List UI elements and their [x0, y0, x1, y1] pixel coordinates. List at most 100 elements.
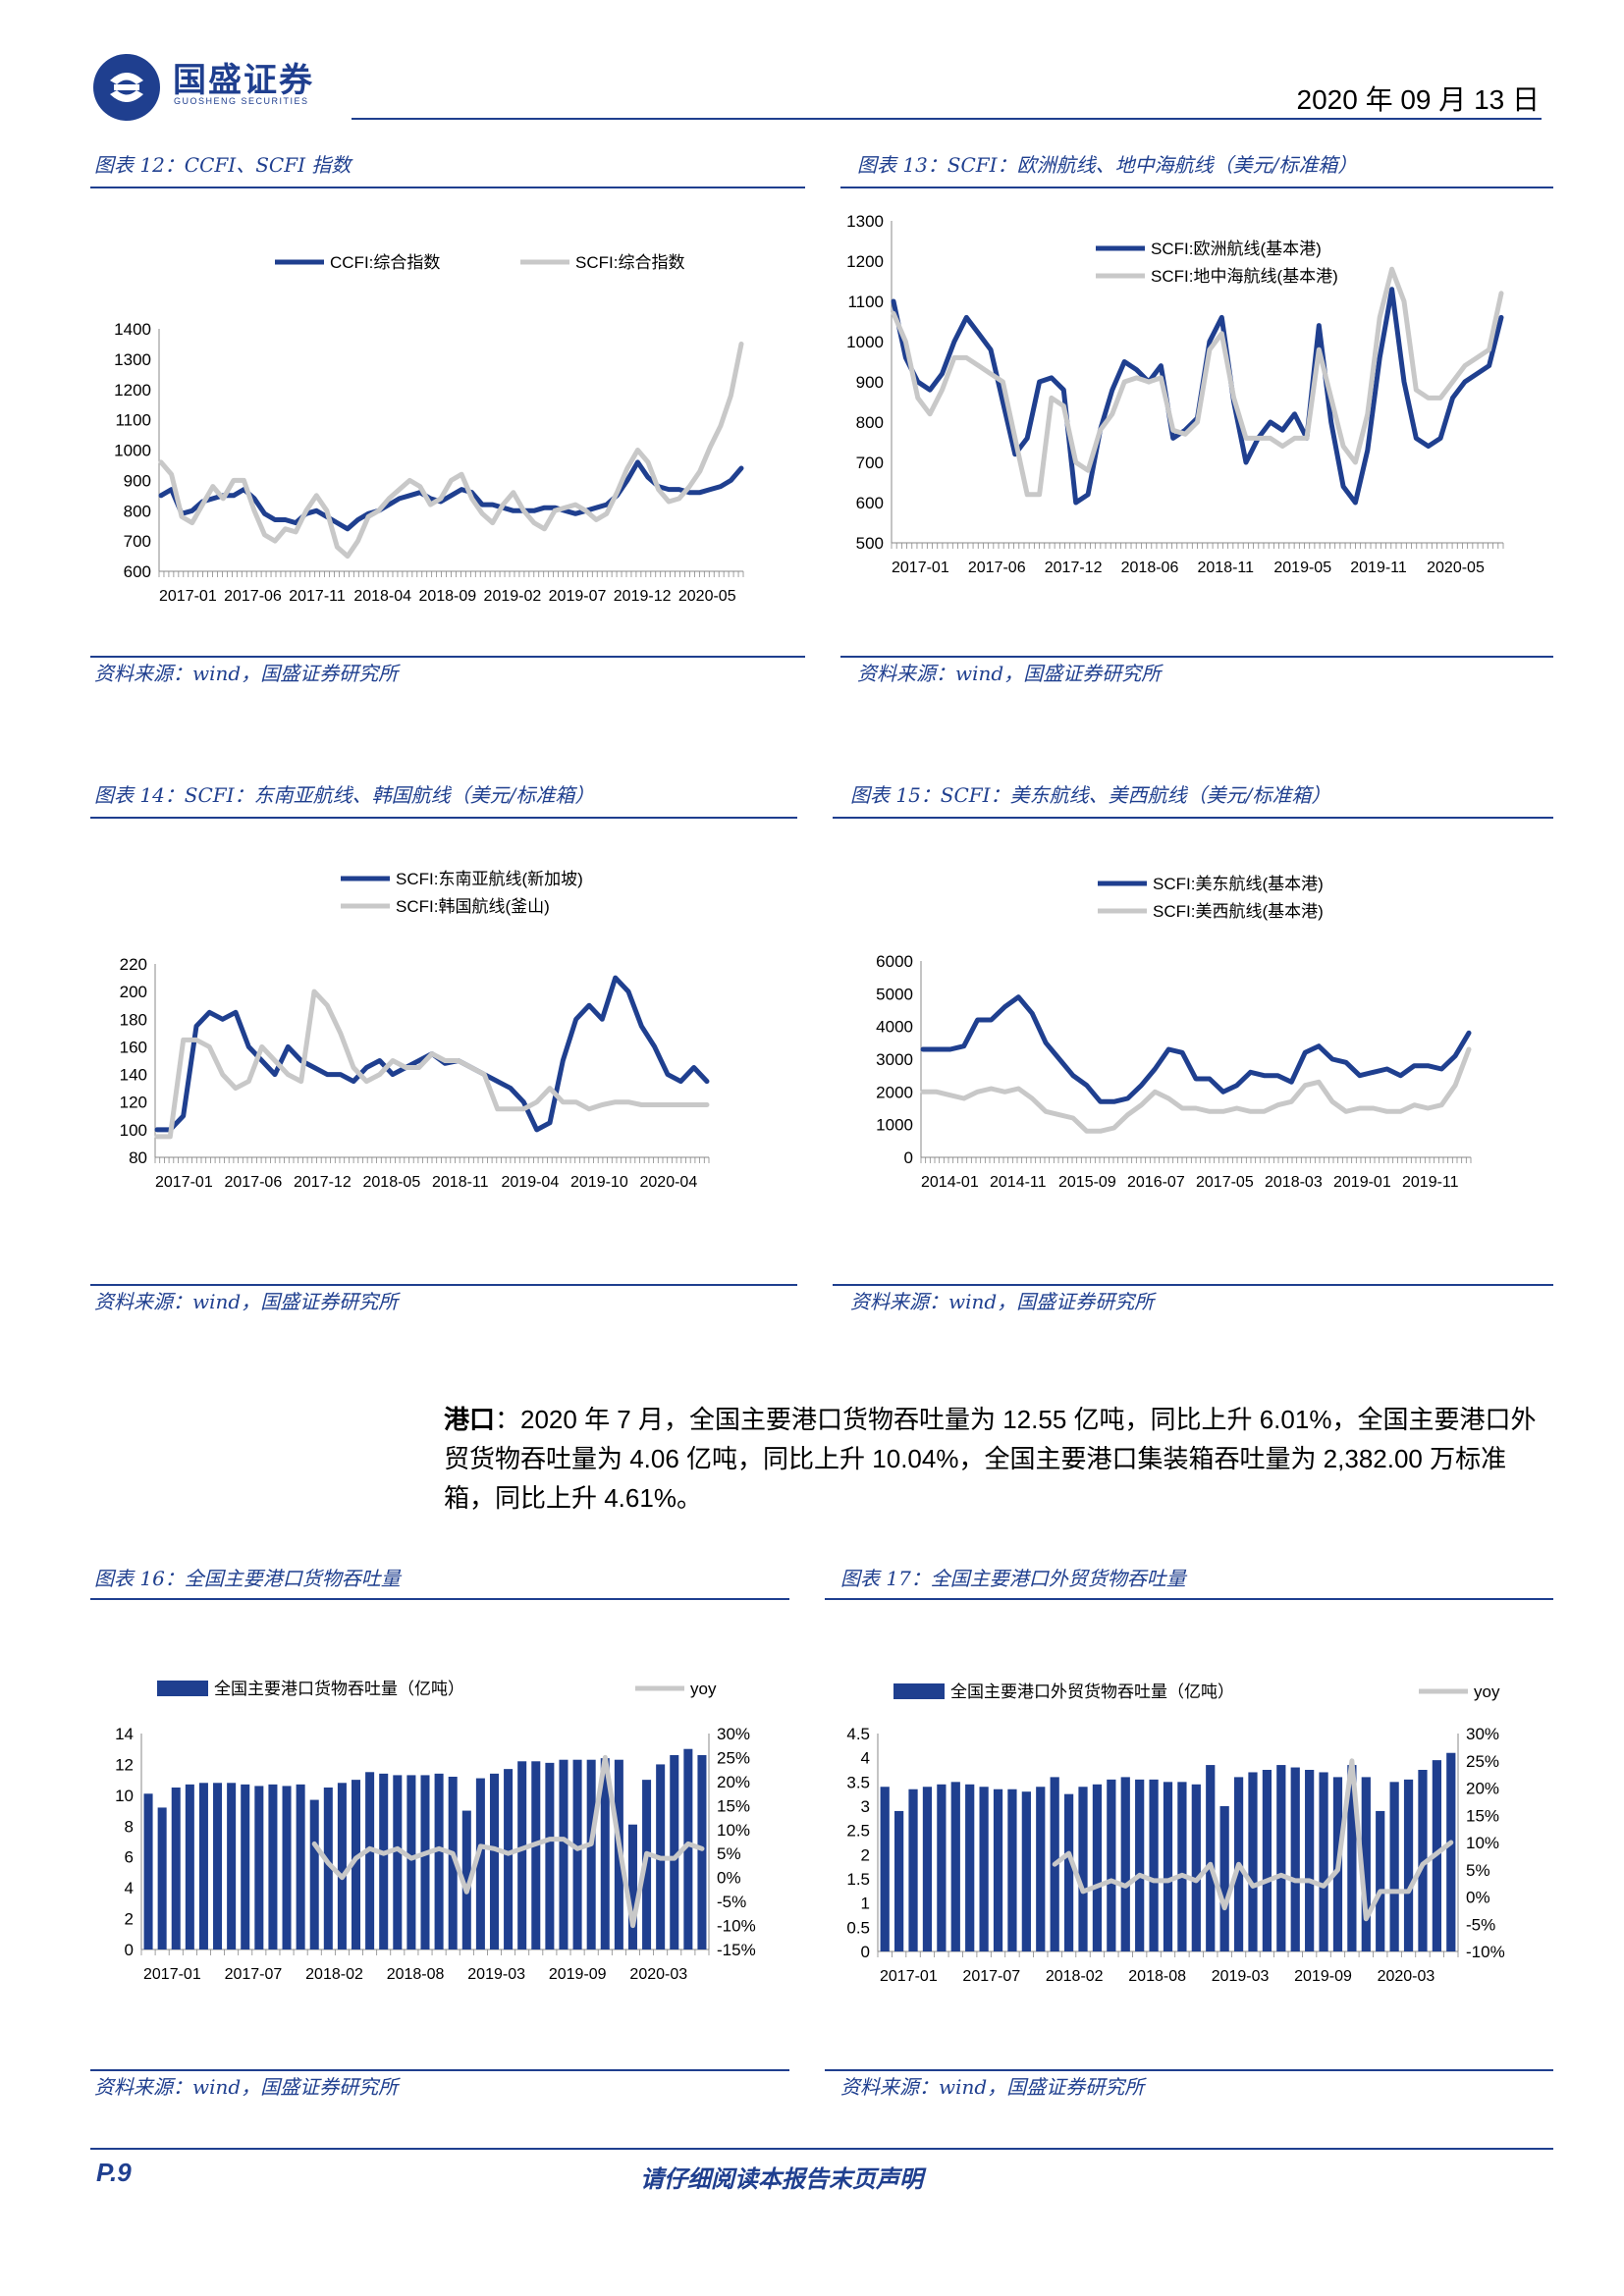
bar [213, 1783, 223, 1949]
y-tick-label: 0 [861, 1943, 870, 1961]
x-tick-label: 2017-07 [225, 1966, 283, 1983]
x-tick-label: 2019-12 [614, 588, 672, 605]
y-tick-label: 6 [125, 1848, 134, 1867]
x-tick-label: 2017-11 [289, 588, 346, 605]
figure-12-title: 图表 12：CCFI、SCFI 指数 [94, 153, 352, 177]
bar [880, 1787, 890, 1951]
bar [420, 1775, 430, 1949]
x-tick-label: 2017-01 [880, 1968, 938, 1985]
bar [323, 1788, 333, 1949]
x-tick-label: 2017-01 [159, 588, 217, 605]
y2-tick-label: 10% [1466, 1834, 1499, 1852]
figure-12-source: 资料来源：wind，国盛证券研究所 [94, 662, 399, 685]
bar [198, 1783, 208, 1949]
figure-13-bottom-rule [840, 656, 1553, 658]
bar [171, 1788, 181, 1949]
bar [586, 1759, 596, 1949]
bar [922, 1787, 933, 1951]
series-line-2 [1052, 1758, 1454, 1922]
bar [241, 1784, 250, 1949]
x-tick-label: 2017-12 [1045, 560, 1103, 576]
logo-mark-icon [93, 54, 160, 121]
bar [670, 1755, 679, 1949]
bar [1376, 1810, 1385, 1951]
y-tick-label: 1000 [846, 333, 884, 351]
y-tick-label: 800 [124, 502, 151, 520]
x-tick-label: 2019-09 [1294, 1968, 1352, 1985]
y-tick-label: 4 [125, 1879, 134, 1897]
figure-13-title: 图表 13：SCFI：欧洲航线、地中海航线（美元/标准箱） [857, 153, 1358, 177]
bar [379, 1773, 389, 1949]
y-tick-label: 2 [125, 1910, 134, 1929]
figure-14-top-rule [90, 817, 797, 819]
figure-15-source: 资料来源：wind，国盛证券研究所 [850, 1290, 1155, 1313]
figure-12-chart: 600 700 800 900 1000 1100 1200 1300 1400 2017-01 2… [114, 253, 744, 605]
bar [1036, 1787, 1046, 1951]
x-tick-label: 2019-03 [1212, 1968, 1270, 1985]
series-line-2 [920, 1046, 1472, 1134]
y-tick-label: 180 [120, 1010, 147, 1029]
y-tick-label: 8 [125, 1817, 134, 1836]
y-tick-label: 4.5 [846, 1725, 870, 1743]
x-tick-label: 2020-03 [629, 1966, 687, 1983]
legend-label: yoy [690, 1680, 717, 1698]
x-tick-label: 2017-12 [294, 1174, 352, 1191]
y2-tick-label: 5% [717, 1844, 741, 1863]
y2-tick-label: 30% [717, 1725, 750, 1743]
y2-tick-label: 20% [717, 1773, 750, 1791]
figure-17-title: 图表 17：全国主要港口外贸货物吞吐量 [840, 1567, 1186, 1590]
x-tick-label: 2018-02 [1046, 1968, 1104, 1985]
legend-label: SCFI:韩国航线(釜山) [396, 897, 550, 916]
y-tick-label: 700 [124, 532, 151, 551]
y-tick-label: 5000 [876, 985, 913, 1003]
bar [1219, 1806, 1229, 1951]
bar [572, 1759, 582, 1949]
figure-16-chart: 0 2 4 6 8 10 12 14 -15% -10% -5% 0% 5% 10% 15% 20% 25% 30… [115, 1680, 756, 1983]
figure-13-chart: 500 600 700 800 900 1000 1100 1200 1300 2017-01 20… [846, 212, 1504, 576]
figure-12-bottom-rule [90, 656, 805, 658]
y-tick-label: 1.5 [846, 1870, 870, 1889]
x-tick-label: 2015-09 [1058, 1174, 1116, 1191]
legend-swatch [157, 1681, 208, 1696]
y-tick-label: 120 [120, 1094, 147, 1112]
series-line-2 [891, 266, 1504, 498]
x-tick-label: 2019-09 [549, 1966, 607, 1983]
x-tick-label: 2017-01 [155, 1174, 213, 1191]
bar [365, 1772, 375, 1949]
y-tick-label: 2.5 [846, 1822, 870, 1841]
bar [1163, 1782, 1173, 1951]
series-line-1 [891, 287, 1504, 506]
figure-13-top-rule [840, 187, 1553, 188]
figure-16-title: 图表 16：全国主要港口货物吞吐量 [94, 1567, 401, 1590]
x-tick-label: 2018-06 [1121, 560, 1179, 576]
bar [1206, 1765, 1216, 1951]
y2-tick-label: -5% [717, 1893, 746, 1911]
x-tick-label: 2019-05 [1273, 560, 1331, 576]
y2-tick-label: -10% [1466, 1943, 1505, 1961]
company-name-en: GUOSHENG SECURITIES [174, 96, 309, 106]
y-tick-label: 12 [115, 1755, 134, 1774]
x-tick-label: 2019-01 [1333, 1174, 1391, 1191]
y-tick-label: 140 [120, 1066, 147, 1085]
series-line-2 [158, 341, 744, 560]
bar [406, 1775, 416, 1949]
x-tick-label: 2016-07 [1127, 1174, 1185, 1191]
bar [1347, 1765, 1357, 1951]
y2-tick-label: 10% [717, 1821, 750, 1840]
y-tick-label: 3000 [876, 1050, 913, 1069]
y2-tick-label: 25% [717, 1748, 750, 1767]
y2-tick-label: -10% [717, 1917, 756, 1936]
figure-15-title: 图表 15：SCFI：美东航线、美西航线（美元/标准箱） [850, 783, 1331, 807]
body-text: ：2020 年 7 月，全国主要港口货物吞吐量为 12.55 亿吨，同比上升 6… [444, 1405, 1537, 1513]
series-line-1 [158, 459, 744, 532]
y-tick-label: 14 [115, 1725, 134, 1743]
series-line-2 [154, 988, 710, 1140]
legend-swatch [893, 1683, 945, 1699]
bar [268, 1784, 278, 1949]
x-tick-label: 2020-04 [640, 1174, 698, 1191]
y-tick-label: 4 [861, 1749, 870, 1768]
bar [1305, 1770, 1315, 1951]
y2-tick-label: 20% [1466, 1780, 1499, 1798]
bar [1290, 1767, 1300, 1951]
figure-14-chart: 80 100 120 140 160 180 200 220 2017-01 2017-06 201… [120, 870, 710, 1191]
